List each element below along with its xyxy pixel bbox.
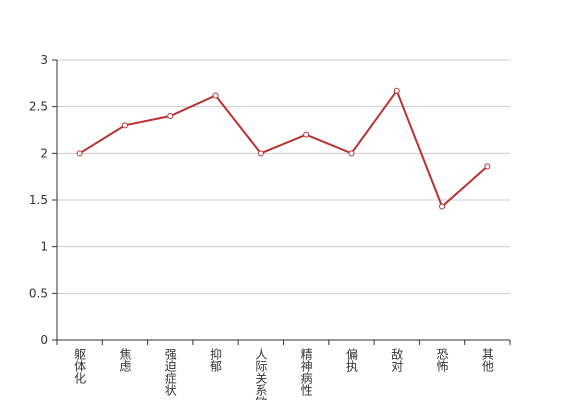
point xyxy=(348,150,355,157)
x-tick-label: 其他 xyxy=(480,348,494,372)
point xyxy=(303,131,310,138)
x-tick-label: 焦虑 xyxy=(118,348,132,372)
x-tick-label: 精神病性 xyxy=(299,348,313,397)
y-tick-label: 1.5 xyxy=(29,193,48,207)
point xyxy=(484,163,491,170)
x-tick-label: 躯体化 xyxy=(73,347,87,385)
y-tick-label: 0 xyxy=(40,333,48,347)
point xyxy=(439,203,446,210)
point xyxy=(167,113,174,119)
point xyxy=(212,92,219,99)
point xyxy=(121,122,128,129)
x-tick-label: 抑郁 xyxy=(209,347,223,373)
y-tick-label: 3 xyxy=(40,53,48,67)
x-tick-label: 偏执 xyxy=(344,347,358,373)
x-tick-label: 恐怖 xyxy=(435,348,449,372)
y-tick-label: 0.5 xyxy=(29,286,48,300)
line xyxy=(79,88,489,209)
x-tick-label: 强迫症状 xyxy=(163,348,177,396)
point xyxy=(257,150,264,157)
y-tick-label: 1 xyxy=(40,240,48,254)
y-tick-label: 2.5 xyxy=(29,100,48,114)
point xyxy=(76,150,83,157)
x-tick-label: 人际关系敏感 xyxy=(254,348,268,400)
x-tick-label: 敌对 xyxy=(390,347,404,372)
point xyxy=(393,87,400,94)
y-tick-label: 2 xyxy=(40,146,48,160)
